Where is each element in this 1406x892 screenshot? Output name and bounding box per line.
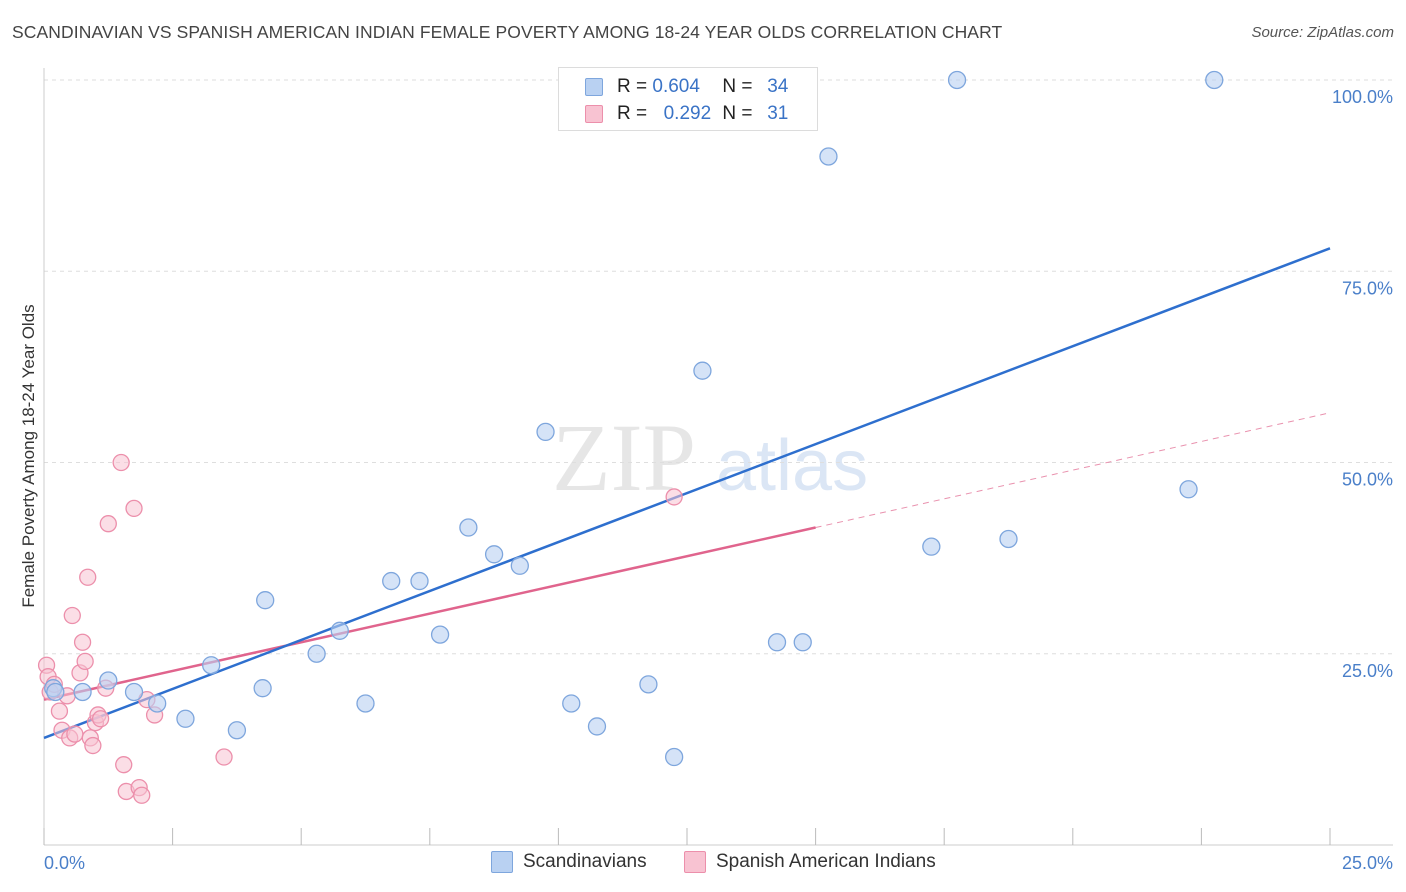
scandinavians-point (307, 644, 326, 663)
spanish-american-indians-point (112, 453, 130, 472)
bottom-legend-swatch-blue (491, 851, 513, 873)
scandinavians-trend-line (43, 247, 1331, 740)
gridlines (44, 79, 1393, 655)
axis-labels: 25.0% 50.0% 75.0% 100.0% 0.0% 25.0% (44, 87, 1393, 873)
legend-n-value: 31 (767, 103, 789, 124)
y-tick-label: 50.0% (1342, 470, 1393, 490)
bottom-legend-label: Scandinavians (523, 851, 647, 872)
axes (43, 68, 1393, 846)
scandinavians-point (356, 694, 375, 713)
scandinavians-point (46, 682, 65, 702)
scandinavians-point (793, 633, 812, 652)
source-credit: Source: ZipAtlas.com (1251, 24, 1394, 41)
legend-row-spanish-american-indians: R = 0.292 N = 31 (585, 102, 798, 126)
watermark-atlas: atlas (716, 426, 868, 506)
legend-r-value: 0.604 (652, 76, 700, 97)
scandinavians-point (536, 422, 555, 442)
scandinavians-point (176, 709, 195, 728)
chart-title: SCANDINAVIAN VS SPANISH AMERICAN INDIAN … (12, 22, 1003, 42)
scandinavians-points (44, 70, 1224, 767)
legend-r-label: R = (617, 76, 648, 97)
watermark: ZIP atlas (552, 404, 868, 511)
spanish-american-indians-point (50, 702, 69, 720)
x-tick-label: 25.0% (1342, 853, 1393, 873)
legend-n-label: N = (722, 76, 753, 97)
scandinavians-point (693, 361, 712, 380)
spanish-american-indians-point (91, 710, 110, 728)
scandinavians-point (510, 556, 529, 575)
scandinavians-point (227, 721, 247, 740)
scandinavians-point (1179, 480, 1198, 499)
scandinavians-point (1205, 70, 1224, 90)
scandinavians-point (664, 747, 684, 767)
scandinavians-point (430, 625, 450, 644)
legend-n-value: 34 (767, 76, 789, 97)
scandinavians-point (484, 545, 504, 564)
scandinavians-point (124, 682, 144, 702)
y-axis-title: Female Poverty Among 18-24 Year Olds (19, 304, 38, 607)
spanish-american-indians-point (84, 736, 102, 755)
scandinavians-point (562, 694, 581, 713)
scandinavians-point (999, 529, 1018, 549)
scandinavians-point (410, 571, 429, 591)
spanish-american-indians-point (73, 633, 92, 651)
scandinavians-point (587, 717, 607, 736)
stats-legend: R = 0.604 N = 34 R = 0.292 N = 31 (558, 67, 818, 131)
spanish-american-indians-point (76, 652, 94, 671)
spanish-american-indians-point (125, 499, 143, 518)
scandinavians-point (922, 537, 941, 556)
scandinavians-point (73, 682, 92, 702)
legend-r-value: 0.292 (663, 103, 712, 124)
scandinavians-point (947, 70, 967, 90)
spanish-american-indians-point (133, 786, 151, 804)
x-tick-label: 0.0% (44, 853, 85, 873)
spanish-american-indians-point (63, 606, 81, 625)
spanish-american-indians-points (37, 453, 683, 804)
spanish-american-indians-point (215, 748, 233, 766)
y-tick-label: 75.0% (1342, 278, 1393, 298)
legend-n-label: N = (722, 103, 753, 124)
scandinavians-point (330, 621, 349, 640)
spanish-american-indians-trend-extension (815, 412, 1331, 529)
y-tick-label: 100.0% (1332, 87, 1393, 107)
bottom-legend-spanish-american-indians: Spanish American Indians (684, 851, 936, 873)
spanish-american-indians-point (79, 568, 97, 586)
scandinavians-point (148, 694, 167, 713)
scandinavians-point (99, 671, 118, 690)
scandinavians-point (459, 518, 478, 537)
spanish-american-indians-point (66, 725, 84, 743)
scandinavians-point (382, 571, 401, 591)
scandinavians-point (253, 679, 272, 698)
legend-swatch-blue (585, 78, 603, 96)
y-tick-label: 25.0% (1342, 661, 1393, 681)
legend-r-label: R = (617, 103, 648, 124)
bottom-legend-scandinavians: Scandinavians (491, 851, 647, 873)
scandinavians-point (202, 656, 221, 675)
scandinavians-point (256, 591, 275, 610)
spanish-american-indians-trend-line (43, 526, 816, 701)
scandinavians-point (819, 147, 838, 166)
scandinavians-point (639, 675, 658, 694)
legend-row-scandinavians: R = 0.604 N = 34 (585, 75, 798, 99)
spanish-american-indians-point (665, 488, 683, 506)
spanish-american-indians-point (115, 756, 133, 774)
bottom-legend-label: Spanish American Indians (716, 851, 936, 872)
spanish-american-indians-point (99, 515, 117, 533)
trend-lines (43, 247, 1331, 740)
legend-swatch-pink (585, 105, 603, 123)
scandinavians-point (767, 633, 787, 652)
bottom-legend-swatch-pink (684, 851, 706, 873)
